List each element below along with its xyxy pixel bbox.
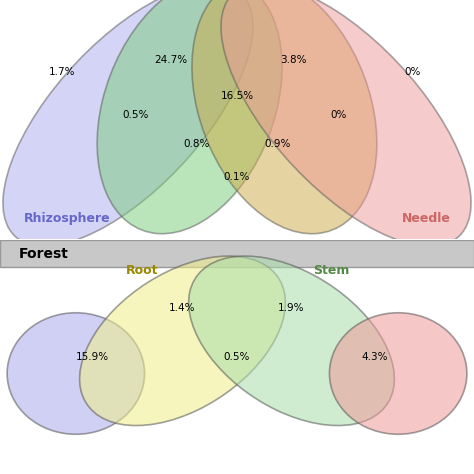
Text: 1.4%: 1.4%	[169, 303, 196, 313]
Text: 3.8%: 3.8%	[281, 55, 307, 65]
Text: 0.9%: 0.9%	[264, 138, 291, 149]
Text: 1.7%: 1.7%	[48, 67, 75, 77]
Ellipse shape	[189, 256, 394, 426]
Text: 1.9%: 1.9%	[278, 303, 305, 313]
Text: 0.1%: 0.1%	[224, 172, 250, 182]
Text: 0%: 0%	[331, 110, 347, 120]
Ellipse shape	[7, 313, 145, 434]
Text: Stem: Stem	[314, 264, 350, 277]
Text: Rhizosphere: Rhizosphere	[24, 212, 110, 225]
Bar	[0, 267, 474, 474]
Text: 24.7%: 24.7%	[154, 55, 187, 65]
Text: Needle: Needle	[401, 212, 450, 225]
Ellipse shape	[329, 313, 467, 434]
Ellipse shape	[97, 0, 282, 234]
Text: 4.3%: 4.3%	[361, 352, 388, 362]
Ellipse shape	[221, 0, 471, 246]
Text: Forest: Forest	[19, 247, 69, 261]
Text: 0.8%: 0.8%	[183, 138, 210, 149]
Text: 15.9%: 15.9%	[76, 352, 109, 362]
Text: 0%: 0%	[404, 67, 420, 77]
Text: Root: Root	[126, 264, 158, 277]
Ellipse shape	[3, 0, 253, 246]
Ellipse shape	[192, 0, 377, 234]
Ellipse shape	[80, 256, 285, 426]
Text: 16.5%: 16.5%	[220, 91, 254, 101]
Text: 0.5%: 0.5%	[224, 352, 250, 362]
Text: 0.5%: 0.5%	[122, 110, 148, 120]
Bar	[0, 240, 474, 267]
